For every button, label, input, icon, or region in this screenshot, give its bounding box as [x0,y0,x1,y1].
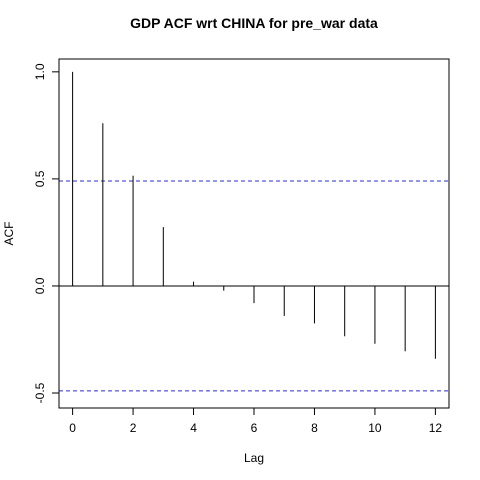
x-tick-label: 4 [190,421,197,435]
confidence-bounds [59,180,449,392]
y-axis: -0.5 0.0 0.5 1.0 [33,63,60,403]
x-tick-label: 8 [311,421,318,435]
x-axis: 0 2 4 6 8 10 12 [69,407,443,435]
x-tick-label: 0 [69,421,76,435]
y-tick-label: 0.0 [33,277,47,294]
x-tick-label: 6 [251,421,258,435]
y-axis-label: ACF [2,222,16,246]
acf-bars [72,71,436,359]
y-tick-label: -0.5 [33,382,47,403]
chart-title: GDP ACF wrt CHINA for pre_war data [130,15,378,31]
x-tick-label: 12 [429,421,443,435]
x-tick-label: 10 [368,421,382,435]
plot-area-frame [58,58,450,409]
x-tick-label: 2 [130,421,137,435]
y-tick-label: 1.0 [33,63,47,80]
x-axis-label: Lag [244,451,264,465]
y-tick-label: 0.5 [33,170,47,187]
